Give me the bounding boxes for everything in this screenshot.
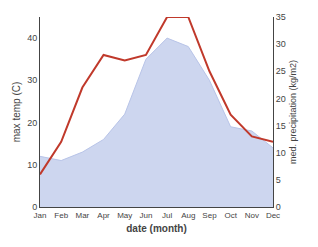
svg-text:30: 30 xyxy=(27,75,37,85)
svg-text:max temp (C): max temp (C) xyxy=(11,82,22,143)
svg-text:Jan: Jan xyxy=(34,211,47,220)
svg-text:Mar: Mar xyxy=(75,211,89,220)
svg-text:20: 20 xyxy=(276,94,286,104)
svg-text:Jun: Jun xyxy=(139,211,152,220)
svg-text:Jul: Jul xyxy=(162,211,172,220)
svg-text:Dec: Dec xyxy=(266,211,280,220)
svg-text:30: 30 xyxy=(276,39,286,49)
svg-text:20: 20 xyxy=(27,118,37,128)
svg-text:0: 0 xyxy=(32,202,37,212)
svg-text:40: 40 xyxy=(27,33,37,43)
svg-text:25: 25 xyxy=(276,66,286,76)
svg-text:date (month): date (month) xyxy=(126,223,187,234)
svg-text:Apr: Apr xyxy=(97,211,110,220)
svg-text:0: 0 xyxy=(276,202,281,212)
svg-text:35: 35 xyxy=(276,12,286,22)
svg-text:Sep: Sep xyxy=(202,211,217,220)
svg-text:med. precipitation (kg/m2): med. precipitation (kg/m2) xyxy=(288,60,298,164)
svg-text:15: 15 xyxy=(276,121,286,131)
svg-text:Aug: Aug xyxy=(181,211,195,220)
svg-text:May: May xyxy=(117,211,132,220)
svg-text:Oct: Oct xyxy=(224,211,237,220)
svg-text:Feb: Feb xyxy=(54,211,68,220)
svg-text:5: 5 xyxy=(276,175,281,185)
svg-text:10: 10 xyxy=(27,160,37,170)
svg-text:Nov: Nov xyxy=(245,211,259,220)
svg-text:10: 10 xyxy=(276,148,286,158)
